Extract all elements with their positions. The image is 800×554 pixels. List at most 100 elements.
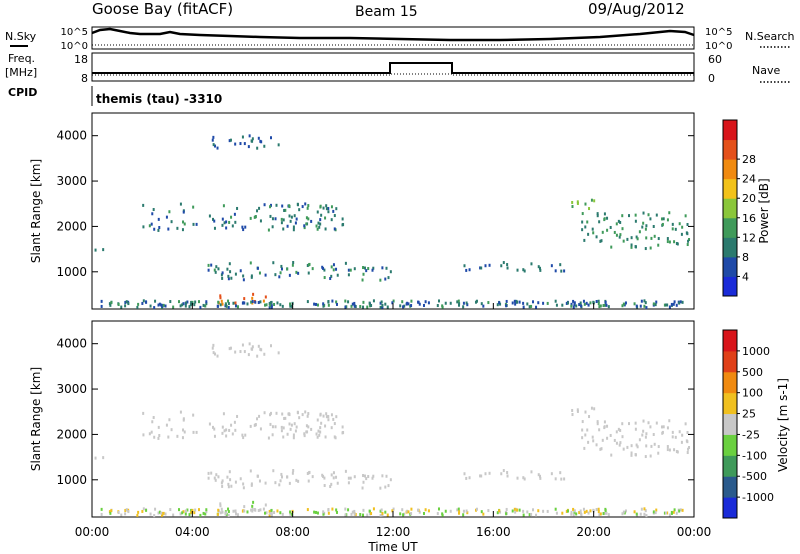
power-cell bbox=[368, 301, 371, 305]
power-cell bbox=[542, 301, 545, 305]
power-cell bbox=[229, 138, 232, 142]
velocity-cell bbox=[325, 412, 328, 416]
power-cell bbox=[250, 275, 253, 279]
power-cell bbox=[604, 303, 607, 307]
power-cell bbox=[157, 217, 160, 221]
power-cell bbox=[675, 241, 678, 245]
power-cell bbox=[242, 274, 245, 278]
power-cell bbox=[484, 264, 487, 268]
power-cell bbox=[618, 235, 621, 239]
power-cell bbox=[319, 205, 322, 209]
velocity-cell bbox=[353, 509, 356, 513]
power-cell bbox=[225, 220, 228, 224]
power-cell bbox=[212, 143, 215, 147]
power-cell bbox=[263, 203, 266, 207]
velocity-cell bbox=[153, 435, 156, 439]
power-cell bbox=[617, 219, 620, 223]
power-cell bbox=[216, 304, 219, 308]
velocity-cell bbox=[315, 432, 318, 436]
nsearch-tick-top: 10^5 bbox=[705, 27, 732, 38]
power-cell bbox=[410, 304, 413, 308]
velocity-cell bbox=[600, 447, 603, 451]
velocity-cell bbox=[649, 425, 652, 429]
colorbar-segment bbox=[723, 178, 737, 199]
power-cell bbox=[653, 234, 656, 238]
colorbar-segment bbox=[723, 217, 737, 238]
velocity-cell bbox=[270, 513, 273, 517]
power-cell bbox=[333, 214, 336, 218]
velocity-cell bbox=[362, 513, 365, 517]
power-cell bbox=[214, 144, 217, 148]
velocity-cell bbox=[227, 510, 230, 514]
velocity-cell bbox=[686, 430, 689, 434]
velocity-cell bbox=[649, 454, 652, 458]
power-cell bbox=[532, 300, 535, 304]
velocity-cell bbox=[108, 510, 111, 514]
power-cell bbox=[624, 301, 627, 305]
power-cell bbox=[249, 261, 252, 265]
power-cell bbox=[179, 202, 182, 206]
velocity-cell bbox=[311, 475, 314, 479]
velocity-cell bbox=[288, 422, 291, 426]
velocity-cell bbox=[211, 346, 214, 350]
power-cell bbox=[597, 302, 600, 306]
velocity-cell bbox=[666, 448, 669, 452]
power-cell bbox=[502, 261, 505, 265]
velocity-cell bbox=[292, 468, 295, 472]
power-cell bbox=[276, 301, 279, 305]
power-cell bbox=[270, 136, 273, 140]
velocity-cell bbox=[259, 427, 262, 431]
power-cell bbox=[353, 267, 356, 271]
y-tick-label: 3000 bbox=[56, 174, 87, 188]
power-cell bbox=[323, 276, 326, 280]
power-cell bbox=[635, 235, 638, 239]
velocity-cell bbox=[624, 509, 627, 513]
velocity-cell bbox=[641, 433, 644, 437]
power-cell bbox=[192, 205, 195, 209]
y-tick-label: 1000 bbox=[56, 265, 87, 279]
power-cell bbox=[641, 225, 644, 229]
power-cell bbox=[644, 301, 647, 305]
velocity-cell bbox=[424, 508, 427, 512]
velocity-cell bbox=[335, 508, 338, 512]
velocity-cell bbox=[278, 483, 281, 487]
power-cell bbox=[280, 217, 283, 221]
velocity-cell bbox=[678, 509, 681, 513]
velocity-cell bbox=[634, 421, 637, 425]
velocity-cell bbox=[251, 345, 254, 349]
power-cell bbox=[674, 227, 677, 231]
beam-label: Beam 15 bbox=[355, 4, 418, 20]
velocity-cell bbox=[579, 509, 582, 513]
power-cell bbox=[298, 208, 301, 212]
velocity-cell bbox=[599, 512, 602, 516]
power-cell bbox=[598, 305, 601, 309]
power-cell bbox=[530, 262, 533, 266]
velocity-cell bbox=[310, 427, 313, 431]
velocity-cell bbox=[576, 409, 579, 413]
power-cell bbox=[381, 305, 384, 309]
power-cell bbox=[252, 292, 255, 296]
velocity-cell bbox=[575, 512, 578, 516]
power-cell bbox=[219, 296, 222, 300]
power-cell bbox=[584, 225, 587, 229]
power-cell bbox=[230, 276, 233, 280]
power-cell bbox=[649, 217, 652, 221]
power-cell bbox=[296, 202, 299, 206]
power-cell bbox=[587, 232, 590, 236]
power-cell bbox=[573, 301, 576, 305]
velocity-cell bbox=[354, 513, 357, 517]
velocity-cell bbox=[587, 511, 590, 515]
power-cell bbox=[649, 246, 652, 250]
x-tick-label: 04:00 bbox=[175, 525, 210, 539]
power-cell bbox=[231, 224, 234, 228]
power-cell bbox=[626, 237, 629, 241]
power-cell bbox=[671, 227, 674, 231]
velocity-cell bbox=[296, 410, 299, 414]
power-cell bbox=[366, 305, 369, 309]
velocity-cell bbox=[288, 481, 291, 485]
velocity-cell bbox=[449, 509, 452, 513]
power-cell bbox=[297, 271, 300, 275]
power-cell bbox=[580, 304, 583, 308]
velocity-cell bbox=[276, 509, 279, 513]
velocity-cell bbox=[158, 434, 161, 438]
